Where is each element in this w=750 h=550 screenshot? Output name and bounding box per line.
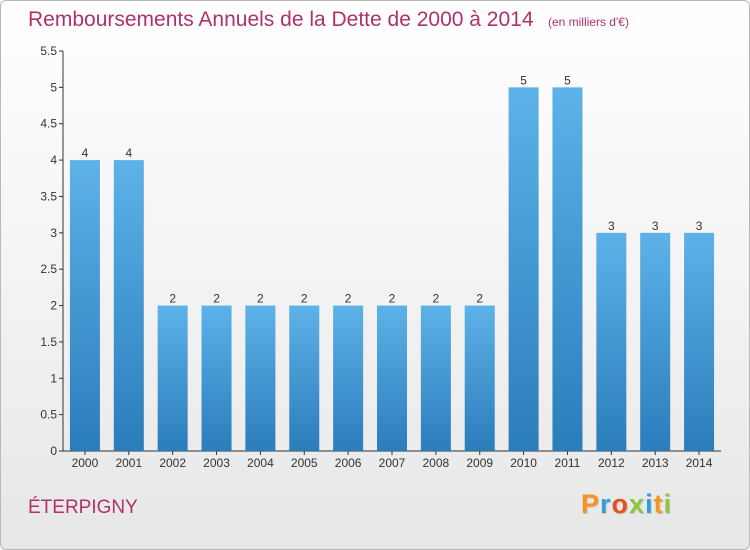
logo-letter: o — [611, 489, 630, 519]
y-tick-label: 1.5 — [40, 335, 57, 349]
data-label: 3 — [696, 219, 703, 233]
data-label: 2 — [476, 292, 483, 306]
bar — [245, 305, 276, 451]
chart-title: Remboursements Annuels de la Dette de 20… — [28, 8, 534, 31]
x-tick-label: 2009 — [466, 456, 493, 470]
x-tick-label: 2013 — [642, 456, 669, 470]
logo-letter: i — [663, 489, 673, 519]
y-tick-label: 3.5 — [40, 189, 57, 203]
bar — [464, 305, 495, 451]
x-tick-label: 2006 — [335, 456, 362, 470]
data-label: 3 — [652, 219, 659, 233]
y-tick-label: 2 — [50, 299, 57, 313]
data-label: 2 — [257, 292, 264, 306]
y-tick-label: 0 — [50, 444, 57, 458]
x-tick-label: 2005 — [291, 456, 318, 470]
x-tick-label: 2007 — [379, 456, 406, 470]
data-label: 4 — [125, 146, 132, 160]
bar — [420, 305, 451, 451]
chart-subtitle: (en milliers d'€) — [547, 15, 629, 29]
x-tick-label: 2002 — [159, 456, 186, 470]
bar — [640, 232, 671, 451]
bar — [508, 87, 539, 451]
logo-letter: P — [581, 489, 601, 519]
data-label: 2 — [433, 292, 440, 306]
bar — [596, 232, 627, 451]
logo-letter: x — [629, 489, 646, 519]
bar — [333, 305, 364, 451]
y-tick-label: 2.5 — [40, 262, 57, 276]
x-tick-label: 2012 — [598, 456, 625, 470]
x-tick-label: 2001 — [115, 456, 142, 470]
data-label: 5 — [520, 73, 527, 87]
data-label: 2 — [301, 292, 308, 306]
bar — [157, 305, 188, 451]
logo-letter: i — [645, 489, 654, 519]
chart-title-row: Remboursements Annuels de la Dette de 20… — [28, 8, 629, 32]
data-label: 5 — [564, 73, 571, 87]
data-label: 4 — [82, 146, 89, 160]
data-label: 2 — [169, 292, 176, 306]
y-tick-label: 3 — [50, 226, 57, 240]
x-tick-label: 2004 — [247, 456, 274, 470]
y-tick-label: 1 — [50, 371, 57, 385]
y-tick-label: 4 — [50, 153, 57, 167]
logo-letter: r — [600, 489, 612, 519]
bar — [684, 232, 715, 451]
data-label: 2 — [213, 292, 220, 306]
x-tick-label: 2000 — [72, 456, 99, 470]
data-label: 2 — [389, 292, 396, 306]
bar — [69, 160, 100, 451]
data-label: 2 — [345, 292, 352, 306]
y-tick-label: 5 — [50, 80, 57, 94]
x-tick-label: 2014 — [686, 456, 713, 470]
x-tick-label: 2008 — [423, 456, 450, 470]
x-tick-label: 2003 — [203, 456, 230, 470]
bar — [201, 305, 232, 451]
x-tick-label: 2011 — [555, 456, 581, 470]
proxiti-logo: Proxiti — [581, 489, 672, 520]
logo-letter: t — [653, 489, 664, 519]
y-tick-label: 0.5 — [40, 408, 57, 422]
y-tick-label: 5.5 — [40, 44, 57, 58]
x-tick-label: 2010 — [510, 456, 537, 470]
bar — [113, 160, 144, 451]
bar — [552, 87, 583, 451]
data-label: 3 — [608, 219, 615, 233]
bar — [289, 305, 320, 451]
y-tick-label: 4.5 — [40, 117, 57, 131]
commune-name: ÉTERPIGNY — [28, 497, 138, 518]
bar — [377, 305, 407, 451]
